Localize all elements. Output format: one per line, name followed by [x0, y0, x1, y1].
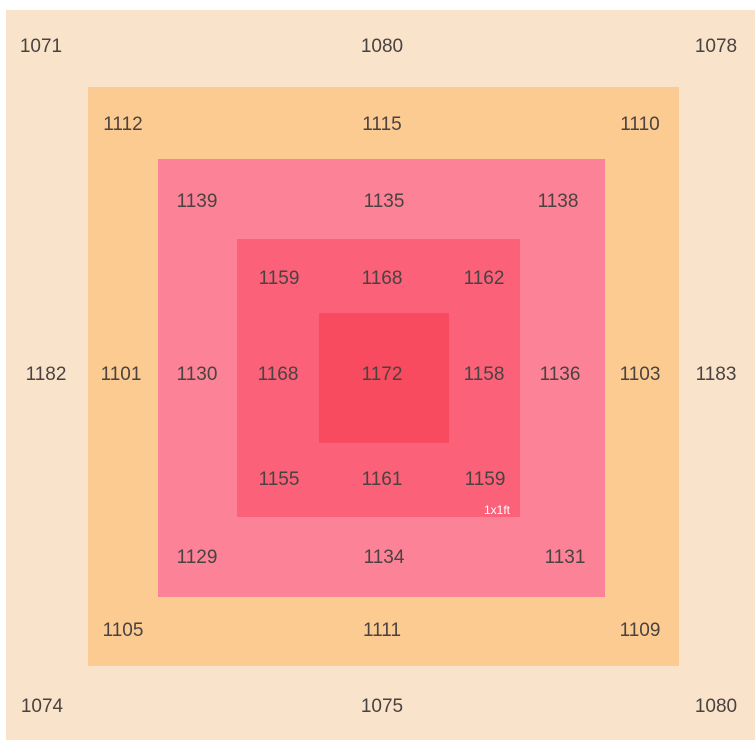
ring2-bottom-right-value: 1109 [619, 620, 661, 641]
ring4-bottom-left-value: 1155 [258, 469, 300, 490]
ring2-top-right-value: 1110 [620, 114, 660, 135]
center-square [319, 313, 449, 443]
ring3-top-value: 1135 [363, 191, 405, 212]
ring4-top-value: 1168 [361, 268, 403, 289]
outer-bottom-value: 1075 [360, 696, 404, 717]
scale-note: 1x1ft [483, 503, 511, 517]
ring3-top-right-value: 1138 [537, 191, 579, 212]
ring3-bottom-left-value: 1129 [176, 547, 218, 568]
ring2-left-value: 1101 [100, 364, 142, 385]
ring4-left-value: 1168 [257, 364, 299, 385]
ring3-right-value: 1136 [539, 364, 581, 385]
ring3-top-left-value: 1139 [176, 191, 218, 212]
ring3-left-value: 1130 [176, 364, 218, 385]
ring4-top-left-value: 1159 [258, 268, 300, 289]
ring4-bottom-value: 1161 [361, 469, 403, 490]
ring2-bottom-value: 1111 [362, 620, 402, 641]
outer-top-left-value: 1071 [19, 36, 63, 57]
outer-right-value: 1183 [695, 364, 737, 385]
center-value: 1172 [361, 364, 403, 385]
ring2-bottom-left-value: 1105 [102, 620, 144, 641]
ring3-bottom-value: 1134 [363, 547, 405, 568]
ring2-top-left-value: 1112 [103, 114, 143, 135]
ring4-bottom-right-value: 1159 [464, 469, 506, 490]
top-strip [0, 0, 755, 10]
ring4-right-value: 1158 [463, 364, 505, 385]
ring4-top-right-value: 1162 [463, 268, 505, 289]
ring2-top-value: 1115 [362, 114, 402, 135]
ring3-bottom-right-value: 1131 [544, 547, 586, 568]
outer-top-value: 1080 [360, 36, 404, 57]
outer-left-value: 1182 [25, 364, 67, 385]
outer-top-right-value: 1078 [694, 36, 738, 57]
ring2-right-value: 1103 [619, 364, 661, 385]
outer-bottom-left-value: 1074 [20, 696, 64, 717]
outer-bottom-right-value: 1080 [694, 696, 738, 717]
